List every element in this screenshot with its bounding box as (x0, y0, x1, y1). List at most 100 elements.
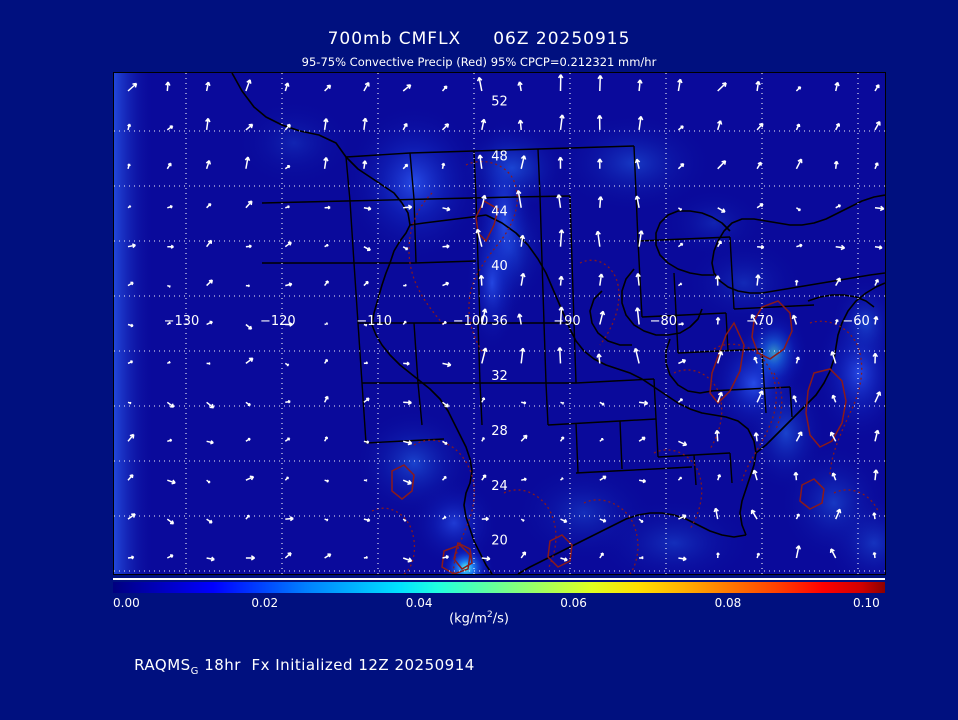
wind-vector (872, 352, 879, 364)
wind-vector (127, 243, 136, 249)
wind-vector (557, 74, 564, 92)
wind-vector (206, 401, 215, 409)
wind-vector (127, 360, 134, 365)
map-canvas: −130 −120 −110 −100 −90 −80 −70 −60 20 24 28 32 36 4… (114, 73, 885, 574)
wind-vector (245, 323, 253, 330)
wind-vector (873, 469, 879, 481)
wind-vector (560, 401, 565, 405)
colorbar-top-rule (113, 578, 885, 580)
wind-vector (829, 431, 837, 442)
wind-vector (245, 437, 251, 442)
wind-vector (521, 401, 527, 405)
wind-vector (442, 244, 450, 249)
lat-tick-4: 36 (491, 314, 508, 329)
wind-vector (206, 202, 212, 209)
wind-vector (363, 440, 370, 444)
wind-vector (874, 278, 879, 286)
colorbar: 0.00 0.02 0.04 0.06 0.08 0.10 (113, 578, 885, 610)
wind-vector (638, 436, 646, 442)
wind-vector (874, 245, 883, 250)
wind-vector (560, 518, 568, 524)
wind-vector (362, 160, 368, 169)
lon-tick-1: −120 (260, 314, 296, 329)
wind-vector (441, 162, 446, 169)
wind-vector (363, 246, 371, 252)
wind-vector (324, 84, 332, 92)
wind-vector (402, 84, 412, 92)
wind-vector (599, 475, 607, 481)
wind-vector (717, 207, 726, 213)
wind-vector (206, 518, 213, 524)
wind-vector (363, 81, 370, 92)
wind-vector (324, 518, 329, 522)
wind-vector (127, 82, 138, 92)
wind-vector (363, 361, 369, 365)
wind-vector (638, 518, 644, 523)
wind-vector (560, 557, 568, 562)
page-title: 700mb CMFLX 06Z 20250915 (327, 29, 631, 49)
wind-vector (442, 554, 450, 560)
wind-vector (874, 120, 881, 131)
wind-vector (245, 200, 253, 209)
wind-vector (245, 284, 250, 288)
lat-tick-2: 28 (491, 424, 508, 439)
wind-vector (835, 122, 841, 131)
wind-vector (795, 545, 802, 559)
wind-vector (598, 273, 604, 286)
wind-vector (245, 79, 252, 92)
wind-vector (363, 518, 371, 523)
wind-vector (284, 437, 291, 442)
wind-vector (476, 76, 483, 92)
wind-vector (831, 394, 837, 403)
colorbar-tick-5: 0.10 (853, 596, 880, 610)
wind-vector (677, 207, 683, 211)
wind-vector (834, 318, 839, 325)
wind-vector (596, 114, 603, 130)
colorbar-tick-4: 0.08 (714, 596, 742, 610)
wind-vector (441, 85, 448, 92)
wind-vector (755, 274, 761, 286)
wind-vector (127, 555, 135, 560)
wind-vector (517, 119, 524, 130)
lon-tick-0: −130 (164, 314, 200, 329)
wind-vector (795, 86, 802, 92)
wind-vectors (127, 74, 885, 563)
wind-vector (324, 553, 332, 559)
wind-vector (638, 230, 644, 247)
wind-vector (363, 323, 368, 327)
wind-vector (127, 401, 132, 405)
wind-vector (716, 474, 722, 481)
wind-vector (678, 358, 687, 365)
wind-vector (792, 395, 798, 403)
lat-tick-3: 32 (491, 369, 508, 384)
wind-vector (323, 118, 329, 131)
wind-vector (127, 205, 132, 209)
wind-vector (756, 552, 761, 559)
convective-precip-95-contours (391, 199, 847, 574)
wind-vector (206, 440, 214, 445)
wind-vector (245, 475, 255, 481)
page-subtitle: 95-75% Convective Precip (Red) 95% CPCP=… (301, 55, 657, 69)
wind-vector (677, 125, 684, 131)
wind-vector (481, 516, 489, 522)
wind-vector (403, 204, 413, 210)
wind-vector (597, 196, 604, 208)
wind-vector (167, 204, 173, 209)
wind-vector (756, 161, 762, 170)
wind-vector (481, 474, 487, 481)
wind-vector (442, 401, 450, 408)
wind-vector (167, 244, 174, 249)
wind-vector (521, 477, 527, 482)
wind-vector (323, 395, 329, 403)
colorbar-units-label: (kg/m2/s) (449, 610, 509, 627)
wind-vector (874, 391, 882, 403)
wind-vector (677, 242, 684, 248)
wind-vector (481, 194, 487, 208)
wind-vector (402, 163, 409, 170)
wind-vector (752, 469, 758, 481)
wind-vector (637, 115, 644, 131)
wind-vector (167, 284, 171, 288)
wind-vector (323, 157, 329, 169)
wind-vector (402, 320, 407, 325)
